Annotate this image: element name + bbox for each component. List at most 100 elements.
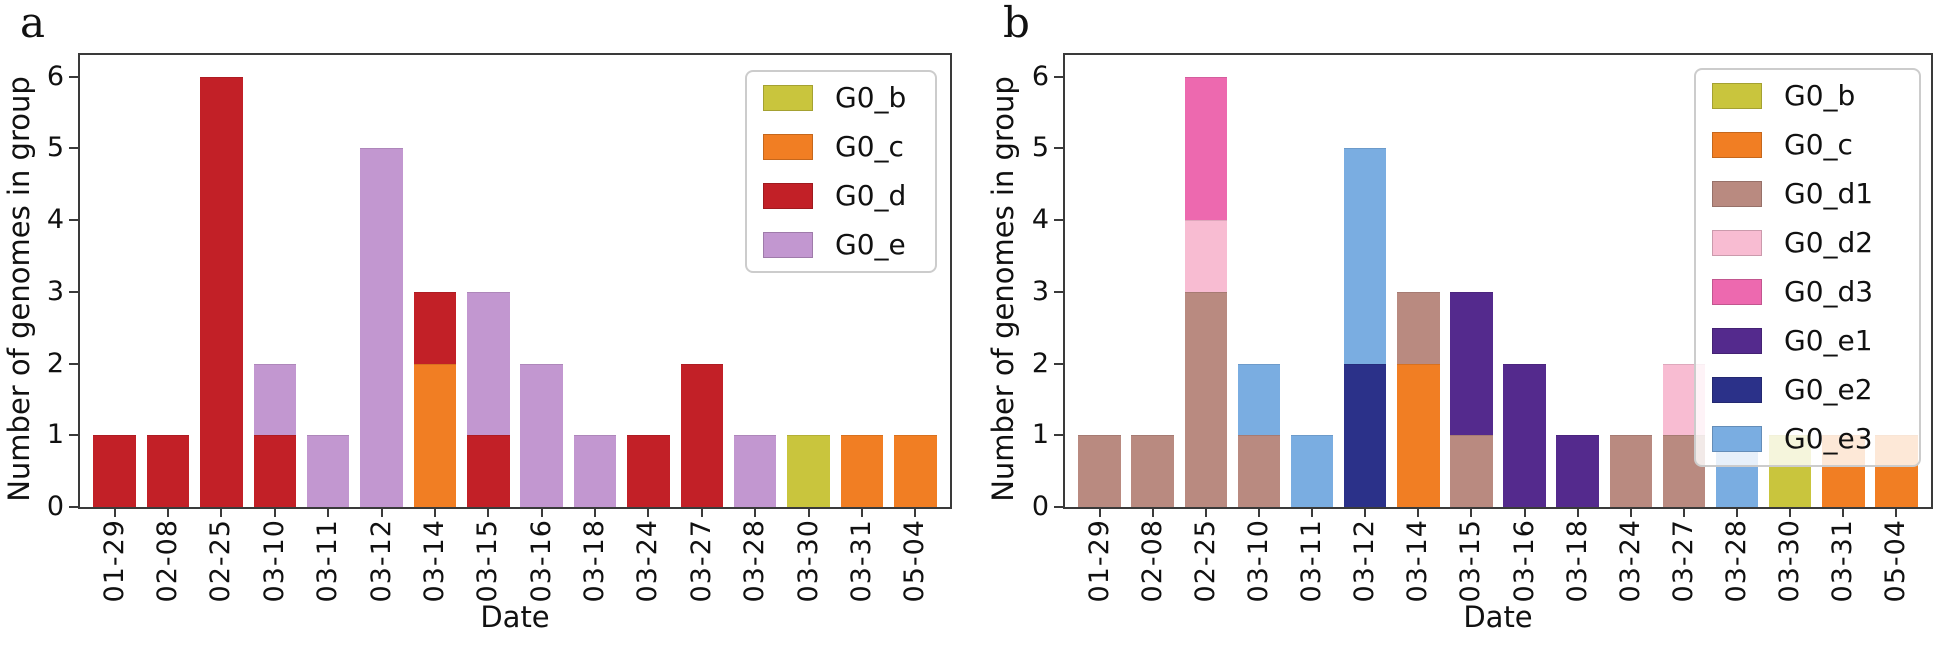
panel-b-xtick-05-04 (1895, 509, 1898, 517)
legend-swatch-G0_e3 (1712, 426, 1762, 452)
legend-swatch-G0_b (763, 85, 813, 111)
panel-a-xtick-03-12 (380, 509, 383, 517)
bar-a-03-18-G0_e (573, 435, 617, 507)
panel-b-xtick-01-29 (1098, 509, 1101, 517)
bar-a-01-29-G0_d (93, 435, 136, 507)
panel-a-xtick-label-03-28: 03-28 (739, 519, 771, 603)
panel-b-xtick-label-03-18: 03-18 (1561, 519, 1593, 603)
panel-b-xtick-label-03-16: 03-16 (1508, 519, 1540, 603)
panel-b-x-axis-label: Date (1463, 600, 1533, 634)
panel-a-xtick-label-01-29: 01-29 (98, 519, 130, 603)
panel-a-ytick-1 (69, 434, 78, 437)
legend-label-G0_c: G0_c (835, 130, 904, 163)
panel-a-xtick-03-18 (594, 509, 597, 517)
panel-b-xtick-03-28 (1736, 509, 1739, 517)
bar-b-03-10-G0_d1 (1237, 435, 1281, 507)
panel-b-xtick-label-01-29: 01-29 (1083, 519, 1115, 603)
legend-swatch-G0_c (1712, 132, 1762, 158)
panel-a-ytick-5 (69, 147, 78, 150)
bar-b-01-29-G0_d1 (1078, 435, 1121, 507)
bar-b-03-14-G0_d1 (1397, 291, 1440, 364)
panel-a-xtick-03-10 (273, 509, 276, 517)
panel-a-xtick-label-02-08: 02-08 (152, 519, 184, 603)
panel-a-xtick-03-16 (540, 509, 543, 517)
bar-a-03-31-G0_c (840, 435, 884, 507)
panel-b-xtick-label-02-25: 02-25 (1189, 519, 1221, 603)
panel-a-xtick-01-29 (113, 509, 116, 517)
panel-b-ytick-label-3: 3 (1031, 275, 1049, 307)
panel-a-xtick-label-03-15: 03-15 (472, 519, 504, 603)
bar-a-03-27-G0_d (680, 363, 724, 507)
bar-b-03-10-G0_e3 (1237, 363, 1281, 436)
panel-b-ytick-label-0: 0 (1031, 491, 1049, 522)
panel-b-xtick-label-03-14: 03-14 (1402, 519, 1434, 603)
bar-b-03-11-G0_e3 (1290, 435, 1334, 507)
legend-label-G0_e1: G0_e1 (1784, 324, 1873, 357)
legend-entry-G0_d: G0_d (763, 182, 919, 210)
panel-b-xtick-03-31 (1842, 509, 1845, 517)
legend-entry-G0_c: G0_c (1712, 131, 1903, 159)
legend-label-G0_e: G0_e (835, 228, 906, 261)
bar-a-03-28-G0_e (733, 435, 777, 507)
panel-a-ytick-label-0: 0 (46, 491, 64, 522)
panel-a-x-axis-label: Date (480, 600, 550, 634)
panel-a-xtick-03-24 (647, 509, 650, 517)
panel-b-plot-area: G0_b G0_c G0_d1 G0_d2 G0_d3 G0_e1 G0_e2 G0_e3 (1065, 55, 1931, 507)
legend-swatch-G0_b (1712, 83, 1762, 109)
legend-entry-G0_b: G0_b (763, 84, 919, 112)
panel-b-xtick-03-10 (1257, 509, 1260, 517)
panel-a-xtick-03-28 (754, 509, 757, 517)
bar-b-02-25-G0_d3 (1184, 76, 1228, 220)
bar-b-02-25-G0_d2 (1184, 220, 1228, 292)
panel-b-axes-frame (1063, 53, 1933, 509)
panel-b-xtick-label-03-11: 03-11 (1296, 519, 1328, 603)
panel-b-ytick-6 (1054, 75, 1063, 78)
bar-b-03-12-G0_e2 (1343, 363, 1387, 507)
panel-a-xtick-label-02-25: 02-25 (205, 519, 237, 603)
bar-a-02-08-G0_d (146, 435, 190, 507)
panel-b-ytick-2 (1054, 362, 1063, 365)
panel-b-ytick-label-6: 6 (1031, 60, 1049, 92)
panel-a-xtick-label-03-14: 03-14 (418, 519, 450, 603)
panel-b-xtick-label-03-31: 03-31 (1827, 519, 1859, 603)
panel-b-xtick-label-03-30: 03-30 (1774, 519, 1806, 603)
panel-a-axes-frame (78, 53, 952, 509)
legend-label-G0_e3: G0_e3 (1784, 422, 1873, 455)
legend-entry-G0_b: G0_b (1712, 82, 1903, 110)
panel-b-xtick-03-12 (1364, 509, 1367, 517)
panel-b-xtick-03-30 (1789, 509, 1792, 517)
panel-a-ytick-label-3: 3 (46, 275, 64, 307)
panel-a-ytick-label-1: 1 (46, 419, 64, 451)
panel-a-xtick-03-31 (860, 509, 863, 517)
bar-a-02-25-G0_d (200, 76, 243, 507)
panel-b-xtick-03-11 (1311, 509, 1314, 517)
bar-b-03-16-G0_e1 (1503, 363, 1546, 507)
panel-a-xtick-02-25 (220, 509, 223, 517)
panel-b-letter: b (1003, 0, 1030, 47)
panel-b-ytick-label-2: 2 (1031, 347, 1049, 379)
legend-swatch-G0_e (763, 232, 813, 258)
legend-swatch-G0_d (763, 183, 813, 209)
legend-swatch-G0_d2 (1712, 230, 1762, 256)
panel-a-xtick-03-27 (700, 509, 703, 517)
panel-b-ytick-1 (1054, 434, 1063, 437)
panel-a-legend: G0_b G0_c G0_d G0_e (745, 70, 937, 273)
bar-a-03-14-G0_d (413, 291, 457, 364)
panel-a-xtick-03-14 (433, 509, 436, 517)
bar-b-03-24-G0_d1 (1609, 435, 1653, 507)
panel-a-ytick-label-6: 6 (46, 60, 64, 92)
panel-a-letter: a (20, 0, 46, 47)
panel-b-xtick-label-03-15: 03-15 (1455, 519, 1487, 603)
bar-b-02-08-G0_d1 (1131, 435, 1174, 507)
legend-entry-G0_e2: G0_e2 (1712, 376, 1903, 404)
bar-a-03-24-G0_d (627, 435, 670, 507)
panel-b-xtick-03-14 (1417, 509, 1420, 517)
legend-label-G0_b: G0_b (1784, 79, 1856, 112)
panel-b-ytick-0 (1054, 506, 1063, 508)
panel-a-xtick-label-03-18: 03-18 (579, 519, 611, 603)
panel-b-ytick-label-4: 4 (1031, 204, 1049, 236)
panel-b-ytick-label-1: 1 (1031, 419, 1049, 451)
panel-b-ytick-3 (1054, 290, 1063, 293)
panel-b-xtick-label-05-04: 05-04 (1880, 519, 1912, 603)
panel-b-xtick-label-03-27: 03-27 (1667, 519, 1699, 603)
